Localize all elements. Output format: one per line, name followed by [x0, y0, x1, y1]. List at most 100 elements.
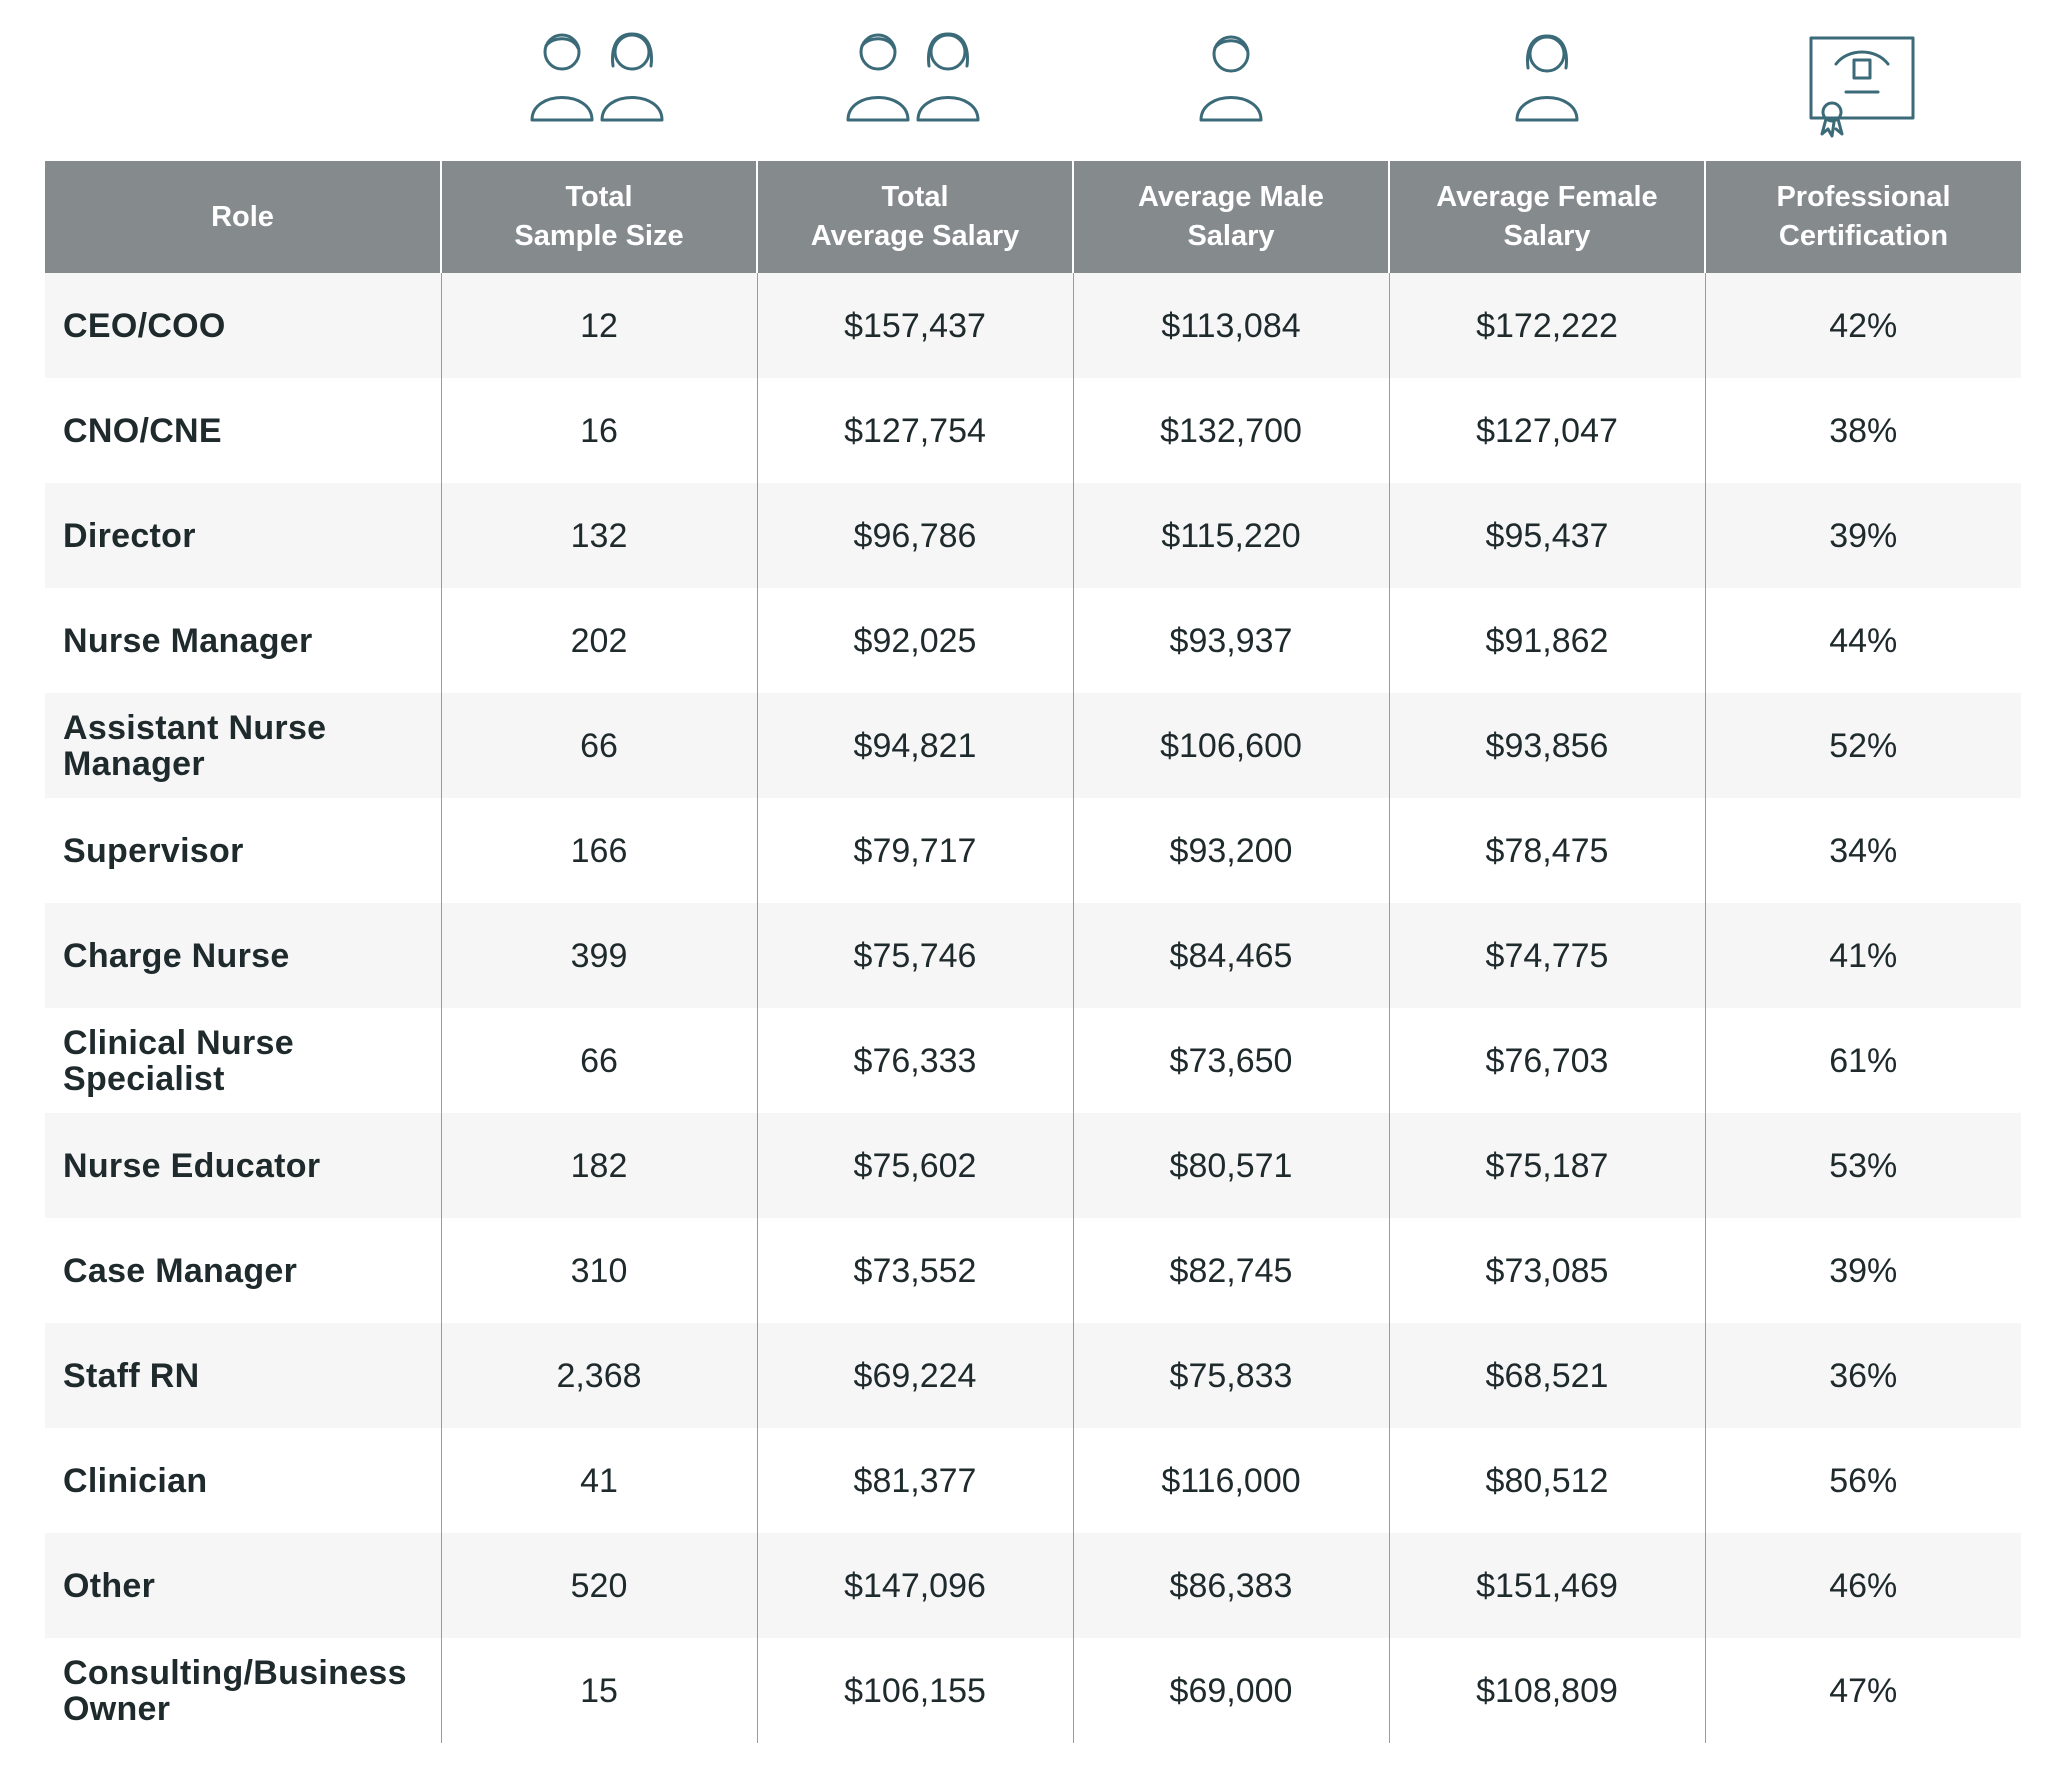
female-salary-cell: $78,475: [1388, 798, 1705, 903]
female-salary-cell: $95,437: [1388, 483, 1705, 588]
total-salary-cell: $75,602: [756, 1113, 1073, 1218]
table-row: CNO/CNE 16 $127,754 $132,700 $127,047 38%: [45, 378, 2021, 483]
male-salary-cell: $93,200: [1072, 798, 1389, 903]
certification-cell: 34%: [1704, 798, 2021, 903]
male-salary-cell: $86,383: [1072, 1533, 1389, 1638]
table-header-row: Role Total Sample Size Total Average Salary A…: [45, 161, 2021, 273]
certification-cell: 61%: [1704, 1008, 2021, 1113]
male-and-female-person-icon: [757, 30, 1073, 161]
female-salary-cell: $91,862: [1388, 588, 1705, 693]
female-salary-cell: $151,469: [1388, 1533, 1705, 1638]
table-row: Nurse Educator 182 $75,602 $80,571 $75,187 53…: [45, 1113, 2021, 1218]
total-salary-cell: $96,786: [756, 483, 1073, 588]
sample-size-cell: 12: [440, 273, 757, 378]
female-salary-cell: $68,521: [1388, 1323, 1705, 1428]
male-salary-cell: $115,220: [1072, 483, 1389, 588]
female-salary-cell: $93,856: [1388, 693, 1705, 798]
sample-size-cell: 132: [440, 483, 757, 588]
male-salary-cell: $116,000: [1072, 1428, 1389, 1533]
table-row: Case Manager 310 $73,552 $82,745 $73,085 39%: [45, 1218, 2021, 1323]
male-salary-cell: $84,465: [1072, 903, 1389, 1008]
column-header-label: Salary: [1187, 220, 1275, 252]
total-salary-cell: $106,155: [756, 1638, 1073, 1743]
certification-cell: 36%: [1704, 1323, 2021, 1428]
total-salary-cell: $79,717: [756, 798, 1073, 903]
column-header-label: Average Salary: [810, 220, 1020, 252]
role-cell: Charge Nurse: [45, 903, 441, 1008]
male-salary-cell: $93,937: [1072, 588, 1389, 693]
male-salary-cell: $82,745: [1072, 1218, 1389, 1323]
column-header-label: Role: [211, 200, 274, 233]
total-salary-cell: $94,821: [756, 693, 1073, 798]
role-cell: Nurse Educator: [45, 1113, 441, 1218]
total-salary-cell: $73,552: [756, 1218, 1073, 1323]
certification-cell: 52%: [1704, 693, 2021, 798]
role-cell: Case Manager: [45, 1218, 441, 1323]
role-cell: CEO/COO: [45, 273, 441, 378]
table-body: CEO/COO 12 $157,437 $113,084 $172,222 42% CNO/…: [45, 273, 2021, 1743]
role-cell: Staff RN: [45, 1323, 441, 1428]
total-salary-cell: $75,746: [756, 903, 1073, 1008]
female-person-icon: [1389, 30, 1705, 161]
male-salary-cell: $132,700: [1072, 378, 1389, 483]
table-row: Director 132 $96,786 $115,220 $95,437 39%: [45, 483, 2021, 588]
female-salary-cell: $80,512: [1388, 1428, 1705, 1533]
column-header-total-average-salary: Total Average Salary: [756, 161, 1073, 273]
male-salary-cell: $106,600: [1072, 693, 1389, 798]
certification-cell: 46%: [1704, 1533, 2021, 1638]
certification-cell: 38%: [1704, 378, 2021, 483]
certificate-icon: [1705, 30, 2021, 161]
salary-table: Role Total Sample Size Total Average Salary A…: [45, 161, 2021, 1743]
column-icons-row: [0, 0, 2068, 161]
table-row: Supervisor 166 $79,717 $93,200 $78,475 34%: [45, 798, 2021, 903]
role-cell: Director: [45, 483, 441, 588]
female-salary-cell: $73,085: [1388, 1218, 1705, 1323]
column-header-label: Sample Size: [514, 220, 684, 252]
sample-size-cell: 520: [440, 1533, 757, 1638]
role-cell: Assistant Nurse Manager: [45, 693, 441, 798]
certification-cell: 42%: [1704, 273, 2021, 378]
male-salary-cell: $75,833: [1072, 1323, 1389, 1428]
column-header-professional-certification: Professional Certification: [1704, 161, 2021, 273]
sample-size-cell: 15: [440, 1638, 757, 1743]
sample-size-cell: 399: [440, 903, 757, 1008]
female-salary-cell: $172,222: [1388, 273, 1705, 378]
sample-size-cell: 2,368: [440, 1323, 757, 1428]
male-salary-cell: $73,650: [1072, 1008, 1389, 1113]
total-salary-cell: $81,377: [756, 1428, 1073, 1533]
column-header-label: Average Female: [1436, 181, 1658, 213]
male-salary-cell: $69,000: [1072, 1638, 1389, 1743]
table-row: Other 520 $147,096 $86,383 $151,469 46%: [45, 1533, 2021, 1638]
role-cell: Consulting/Business Owner: [45, 1638, 441, 1743]
table-row: CEO/COO 12 $157,437 $113,084 $172,222 42%: [45, 273, 2021, 378]
column-header-role: Role: [45, 161, 441, 273]
table-row: Staff RN 2,368 $69,224 $75,833 $68,521 36%: [45, 1323, 2021, 1428]
column-header-label: Average Male: [1138, 181, 1324, 213]
female-salary-cell: $76,703: [1388, 1008, 1705, 1113]
total-salary-cell: $76,333: [756, 1008, 1073, 1113]
male-and-female-person-icon: [441, 30, 757, 161]
role-cell: Clinician: [45, 1428, 441, 1533]
table-row: Nurse Manager 202 $92,025 $93,937 $91,862 44%: [45, 588, 2021, 693]
certification-cell: 53%: [1704, 1113, 2021, 1218]
certification-cell: 56%: [1704, 1428, 2021, 1533]
column-header-total-sample-size: Total Sample Size: [440, 161, 757, 273]
certification-cell: 39%: [1704, 483, 2021, 588]
table-row: Clinician 41 $81,377 $116,000 $80,512 56%: [45, 1428, 2021, 1533]
total-salary-cell: $127,754: [756, 378, 1073, 483]
role-cell: Supervisor: [45, 798, 441, 903]
role-cell: CNO/CNE: [45, 378, 441, 483]
sample-size-cell: 66: [440, 1008, 757, 1113]
column-header-average-male-salary: Average Male Salary: [1072, 161, 1389, 273]
certification-cell: 39%: [1704, 1218, 2021, 1323]
sample-size-cell: 16: [440, 378, 757, 483]
column-header-label: Certification: [1778, 220, 1949, 252]
table-row: Assistant Nurse Manager 66 $94,821 $106,600…: [45, 693, 2021, 798]
sample-size-cell: 182: [440, 1113, 757, 1218]
male-salary-cell: $113,084: [1072, 273, 1389, 378]
table-row: Consulting/Business Owner 15 $106,155 $69,0…: [45, 1638, 2021, 1743]
certification-cell: 44%: [1704, 588, 2021, 693]
female-salary-cell: $108,809: [1388, 1638, 1705, 1743]
male-person-icon: [1073, 30, 1389, 161]
certification-cell: 41%: [1704, 903, 2021, 1008]
